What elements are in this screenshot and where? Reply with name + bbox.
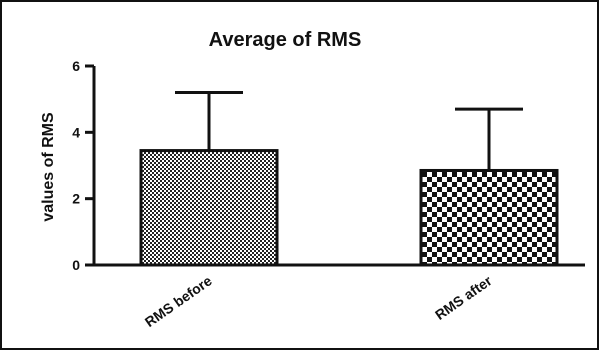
- x-tick-label: RMS before: [142, 272, 215, 330]
- y-tick-label: 2: [72, 191, 80, 207]
- y-tick-label: 0: [72, 257, 80, 273]
- y-tick-label: 6: [72, 58, 80, 74]
- y-axis: 0 2 4 6: [72, 58, 96, 273]
- y-axis-label: values of RMS: [40, 112, 57, 222]
- bars: [139, 91, 559, 267]
- bar: [139, 149, 279, 267]
- y-tick-label: 4: [72, 124, 80, 140]
- chart-title: Average of RMS: [209, 29, 362, 51]
- x-tick-label: RMS after: [432, 272, 495, 323]
- category-labels: RMS before RMS after: [142, 272, 495, 330]
- bar: [419, 168, 559, 267]
